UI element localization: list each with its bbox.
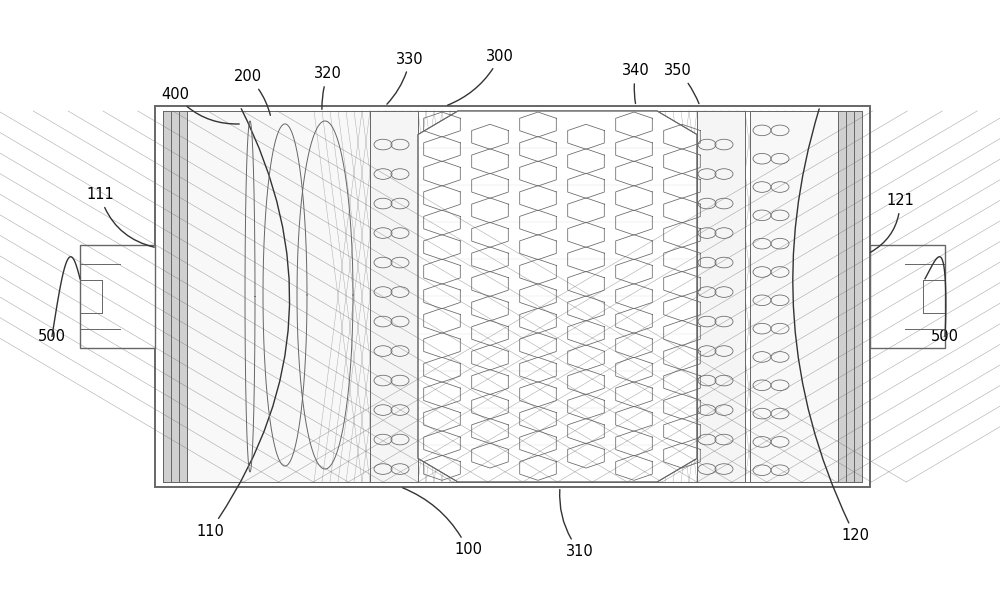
Text: 300: 300 [448,48,514,105]
Text: 200: 200 [234,69,270,115]
Bar [370,111,418,482]
Text: 310: 310 [560,490,594,559]
Bar [163,111,187,482]
Bar [187,111,370,482]
Bar [838,111,862,482]
Bar [163,111,187,482]
Text: 320: 320 [314,66,342,109]
Bar [838,111,862,482]
Bar [163,111,862,482]
Text: 121: 121 [870,193,914,253]
Text: 120: 120 [793,109,869,543]
Text: 500: 500 [931,329,959,344]
Text: 500: 500 [38,329,66,344]
Text: 330: 330 [387,51,424,104]
Text: 350: 350 [664,63,699,104]
Text: 110: 110 [196,109,290,539]
Bar [870,245,945,348]
Polygon shape [418,111,697,482]
Text: 400: 400 [161,87,239,124]
Bar [155,106,870,487]
Text: 111: 111 [86,187,154,247]
Text: 340: 340 [622,63,650,103]
Bar [697,111,745,482]
Text: 100: 100 [403,488,482,558]
Bar [750,111,838,482]
Bar [80,245,155,348]
